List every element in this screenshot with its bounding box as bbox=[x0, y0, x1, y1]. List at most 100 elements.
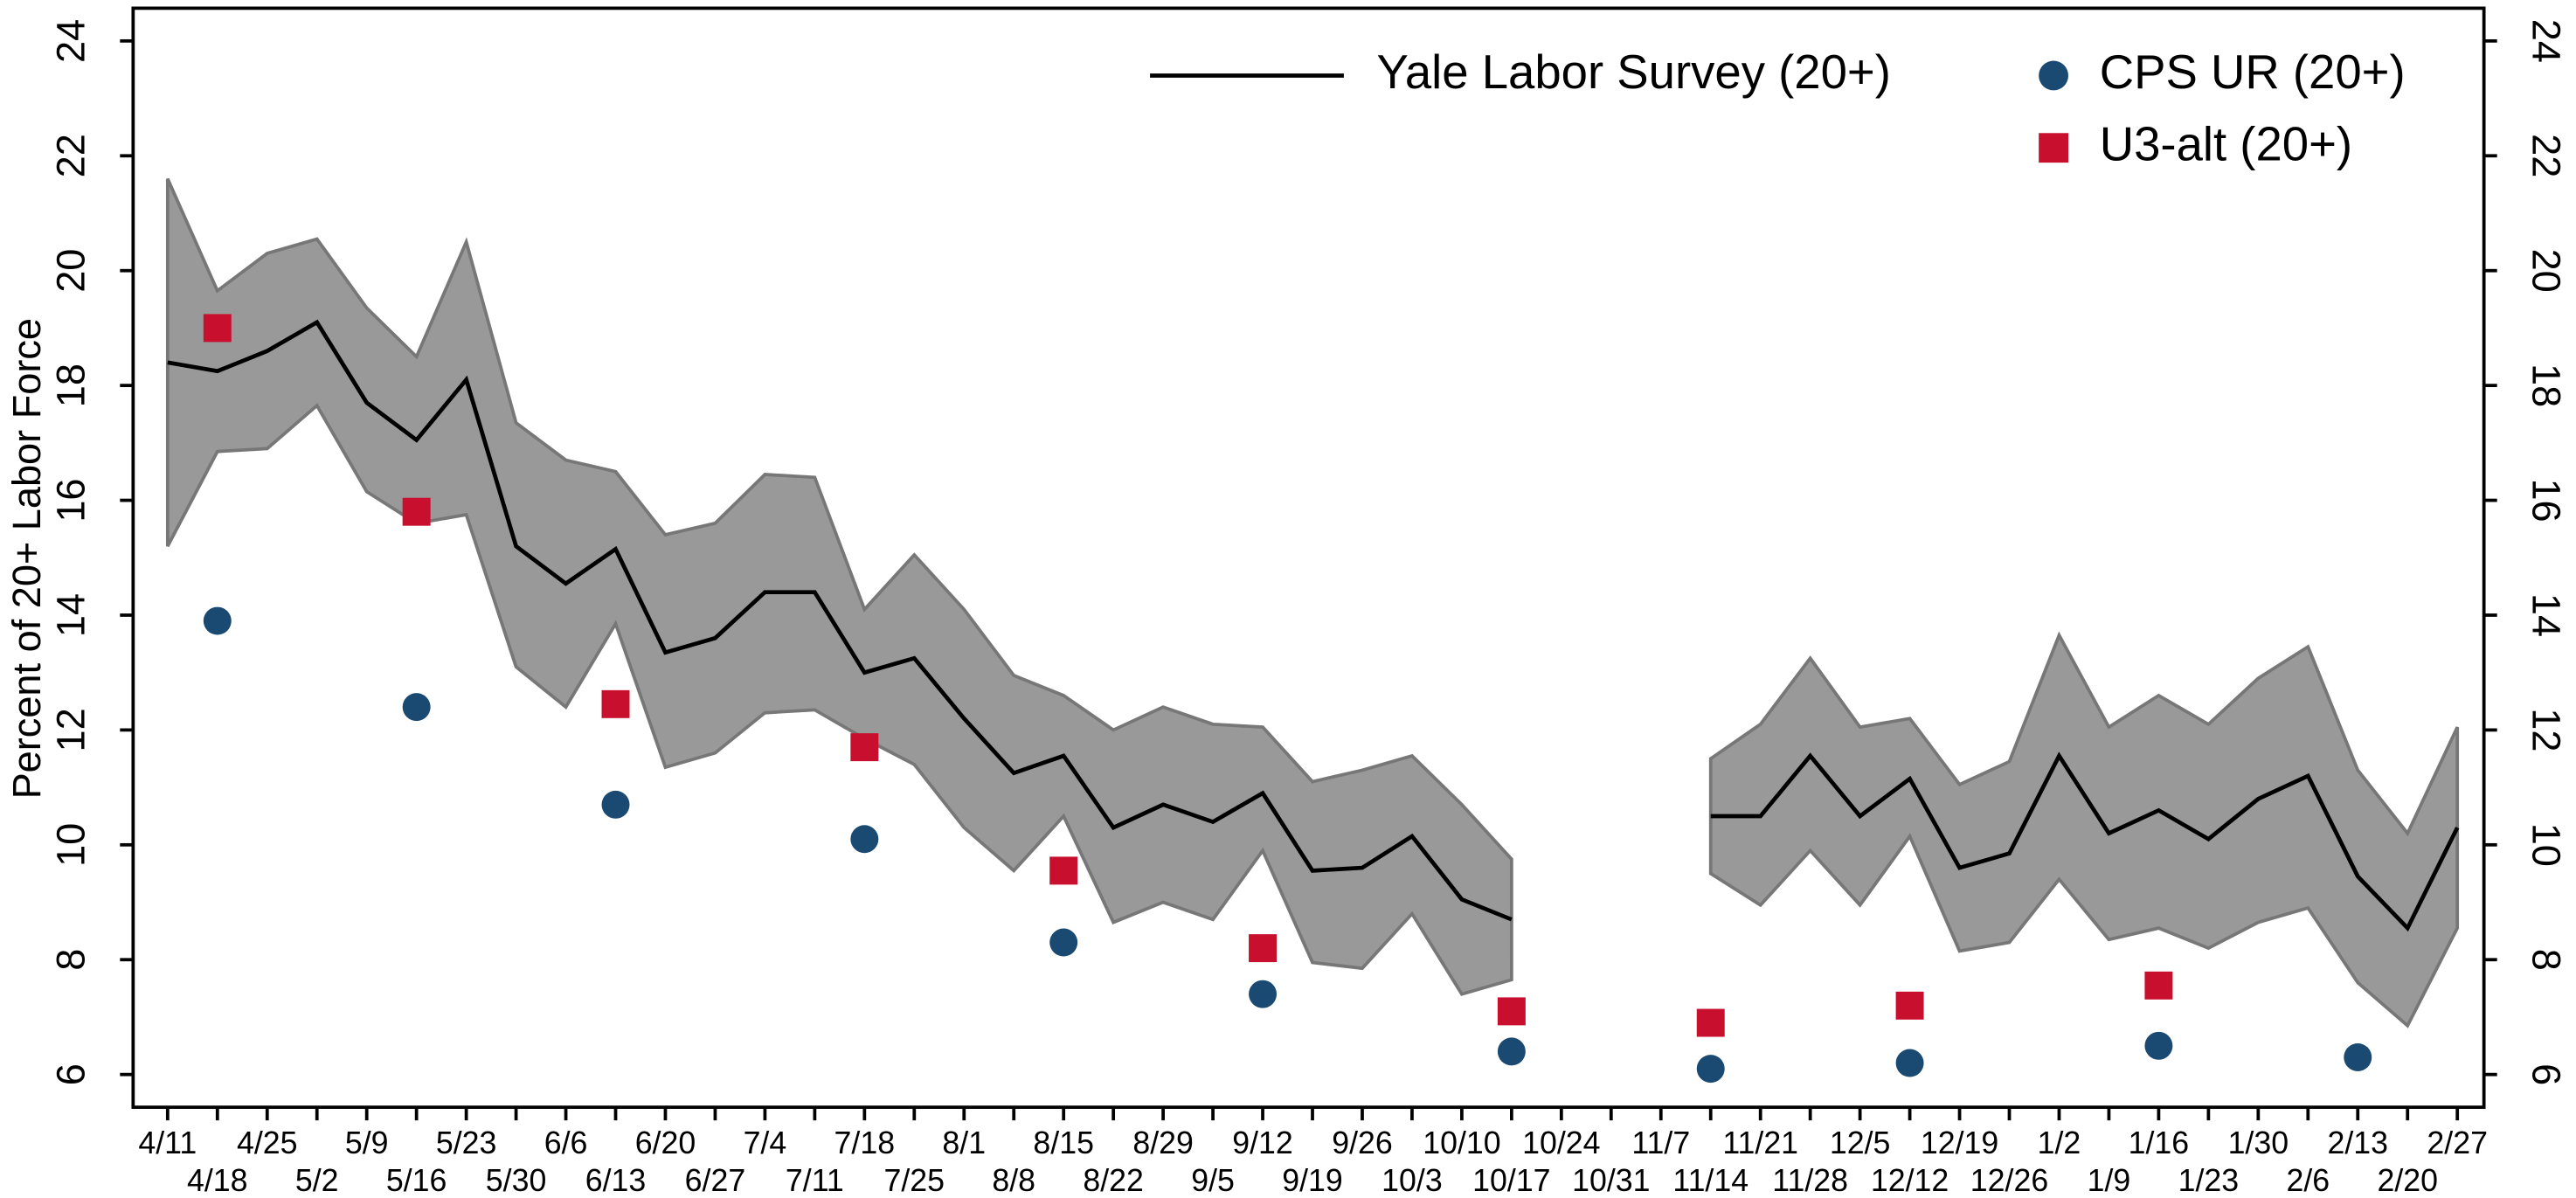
confidence-band bbox=[165, 177, 1513, 996]
y-tick-label: 10 bbox=[49, 823, 93, 867]
x-tick-label: 11/14 bbox=[1672, 1163, 1748, 1198]
point bbox=[850, 733, 879, 762]
x-tick-label: 6/13 bbox=[585, 1163, 647, 1198]
x-tick-label: 2/13 bbox=[2327, 1125, 2388, 1160]
x-tick-label: 8/29 bbox=[1132, 1125, 1194, 1160]
y-tick-label: 8 bbox=[49, 949, 93, 971]
x-tick-label: 10/10 bbox=[1423, 1125, 1500, 1160]
x-tick-label: 9/26 bbox=[1332, 1125, 1393, 1160]
x-tick-label: 2/20 bbox=[2377, 1163, 2438, 1198]
point bbox=[601, 790, 630, 819]
series-line bbox=[167, 319, 2460, 932]
x-tick-label: 10/3 bbox=[1381, 1163, 1443, 1198]
x-tick-label: 8/1 bbox=[942, 1125, 986, 1160]
y2-tick-label: 10 bbox=[2524, 823, 2568, 867]
x-tick-label: 11/7 bbox=[1631, 1125, 1690, 1160]
x-tick-label: 8/8 bbox=[992, 1163, 1035, 1198]
point bbox=[1049, 928, 1078, 957]
x-tick-label: 7/18 bbox=[834, 1125, 896, 1160]
x-tick-label: 5/23 bbox=[436, 1125, 497, 1160]
legend-label: Yale Labor Survey (20+) bbox=[1377, 45, 1891, 99]
point bbox=[203, 606, 232, 635]
point bbox=[1895, 1049, 1924, 1077]
legend-swatch bbox=[2039, 133, 2069, 163]
x-tick-label: 12/26 bbox=[1970, 1163, 2048, 1198]
x-tick-label: 12/19 bbox=[1921, 1125, 1998, 1160]
legend-swatch bbox=[2039, 60, 2069, 91]
x-tick-label: 4/18 bbox=[187, 1163, 248, 1198]
y-tick-label: 20 bbox=[49, 249, 93, 293]
x-tick-label: 7/25 bbox=[884, 1163, 945, 1198]
x-tick-label: 10/24 bbox=[1522, 1125, 1600, 1160]
x-tick-label: 5/16 bbox=[386, 1163, 447, 1198]
x-tick-label: 5/9 bbox=[345, 1125, 389, 1160]
point bbox=[1497, 1037, 1526, 1066]
x-tick-label: 6/20 bbox=[635, 1125, 696, 1160]
x-tick-label: 4/25 bbox=[237, 1125, 298, 1160]
x-tick-label: 11/21 bbox=[1722, 1125, 1798, 1160]
plot-frame bbox=[131, 6, 2486, 1110]
point bbox=[601, 689, 630, 718]
point bbox=[1049, 856, 1078, 885]
y-tick-label: 6 bbox=[49, 1063, 93, 1085]
y-tick-label: 24 bbox=[49, 19, 93, 63]
y2-tick-label: 6 bbox=[2524, 1063, 2568, 1085]
y-tick-label: 12 bbox=[49, 708, 93, 751]
y2-tick-label: 24 bbox=[2524, 19, 2568, 63]
x-tick-label: 9/5 bbox=[1191, 1163, 1235, 1198]
point bbox=[203, 314, 232, 343]
x-tick-label: 11/28 bbox=[1772, 1163, 1848, 1198]
y2-tick-label: 14 bbox=[2524, 593, 2568, 637]
x-tick-label: 12/12 bbox=[1871, 1163, 1949, 1198]
x-tick-label: 7/11 bbox=[786, 1163, 844, 1198]
point bbox=[402, 693, 431, 722]
point bbox=[1696, 1055, 1725, 1084]
x-tick-label: 10/17 bbox=[1472, 1163, 1550, 1198]
point bbox=[2344, 1042, 2372, 1071]
point bbox=[2144, 971, 2173, 1000]
x-tick-label: 1/30 bbox=[2228, 1125, 2289, 1160]
x-tick-label: 1/16 bbox=[2129, 1125, 2190, 1160]
y2-tick-label: 8 bbox=[2524, 949, 2568, 971]
x-tick-label: 5/30 bbox=[486, 1163, 547, 1198]
x-tick-label: 1/2 bbox=[2038, 1125, 2081, 1160]
y-tick-label: 18 bbox=[49, 364, 93, 407]
confidence-band bbox=[1708, 631, 2460, 1028]
point bbox=[2144, 1031, 2173, 1060]
x-tick-label: 9/19 bbox=[1282, 1163, 1343, 1198]
y-axis-label: Percent of 20+ Labor Force bbox=[4, 318, 49, 799]
y-tick-label: 14 bbox=[49, 593, 93, 637]
x-tick-label: 6/27 bbox=[685, 1163, 746, 1198]
x-tick-label: 1/9 bbox=[2088, 1163, 2131, 1198]
x-tick-label: 8/15 bbox=[1033, 1125, 1094, 1160]
point bbox=[1696, 1008, 1725, 1037]
point bbox=[1497, 997, 1526, 1026]
x-tick-label: 10/31 bbox=[1572, 1163, 1650, 1198]
y2-tick-label: 16 bbox=[2524, 478, 2568, 522]
legend-label: CPS UR (20+) bbox=[2100, 45, 2406, 99]
y-tick-label: 16 bbox=[49, 478, 93, 522]
point bbox=[1249, 934, 1278, 963]
point bbox=[402, 497, 431, 526]
x-tick-label: 6/6 bbox=[544, 1125, 588, 1160]
point bbox=[850, 825, 879, 854]
point bbox=[1249, 980, 1278, 1008]
x-tick-label: 1/23 bbox=[2178, 1163, 2240, 1198]
point bbox=[1895, 991, 1924, 1020]
x-tick-label: 5/2 bbox=[295, 1163, 339, 1198]
x-tick-label: 8/22 bbox=[1083, 1163, 1144, 1198]
x-tick-label: 4/11 bbox=[138, 1125, 197, 1160]
x-tick-label: 2/27 bbox=[2427, 1125, 2488, 1160]
x-tick-label: 2/6 bbox=[2286, 1163, 2330, 1198]
y2-tick-label: 18 bbox=[2524, 364, 2568, 407]
x-tick-label: 9/12 bbox=[1232, 1125, 1293, 1160]
x-tick-label: 12/5 bbox=[1830, 1125, 1891, 1160]
y2-tick-label: 12 bbox=[2524, 708, 2568, 751]
y2-tick-label: 20 bbox=[2524, 249, 2568, 293]
y-tick-label: 22 bbox=[49, 134, 93, 177]
y2-tick-label: 22 bbox=[2524, 134, 2568, 177]
legend-label: U3-alt (20+) bbox=[2100, 118, 2352, 171]
x-tick-label: 7/4 bbox=[744, 1125, 787, 1160]
